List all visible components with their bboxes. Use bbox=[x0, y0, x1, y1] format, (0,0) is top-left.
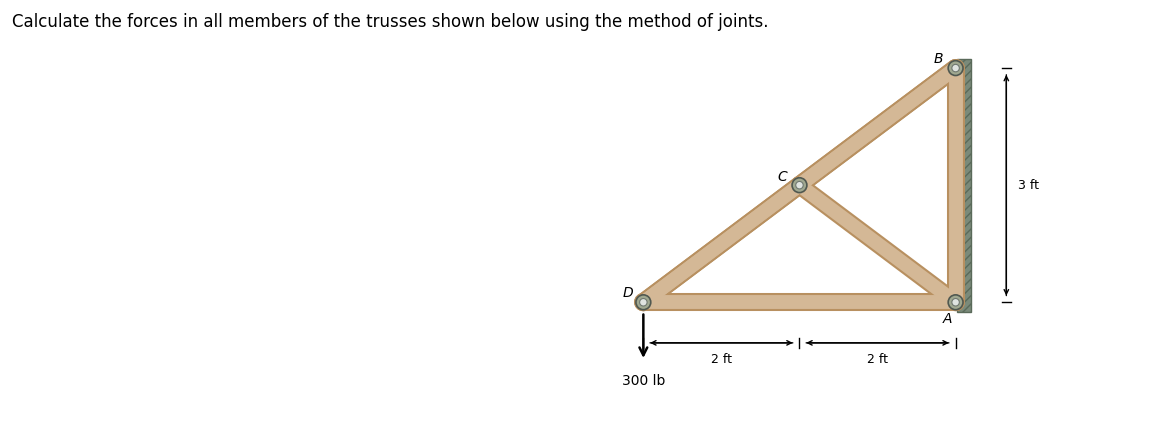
Polygon shape bbox=[956, 298, 957, 307]
Text: 2 ft: 2 ft bbox=[711, 353, 732, 366]
Text: Calculate the forces in all members of the trusses shown below using the method : Calculate the forces in all members of t… bbox=[12, 13, 769, 31]
Circle shape bbox=[952, 298, 959, 306]
Circle shape bbox=[640, 298, 647, 306]
Circle shape bbox=[952, 64, 959, 72]
Text: 300 lb: 300 lb bbox=[621, 374, 665, 388]
Text: 2 ft: 2 ft bbox=[867, 353, 888, 366]
Circle shape bbox=[948, 295, 963, 310]
Polygon shape bbox=[956, 63, 957, 73]
Circle shape bbox=[948, 61, 963, 76]
Circle shape bbox=[796, 181, 804, 189]
Text: D: D bbox=[622, 286, 633, 300]
Circle shape bbox=[792, 178, 807, 193]
Polygon shape bbox=[957, 59, 971, 312]
Text: A: A bbox=[943, 312, 952, 326]
Circle shape bbox=[636, 295, 651, 310]
Text: C: C bbox=[777, 170, 787, 184]
Text: B: B bbox=[934, 52, 943, 66]
Text: 3 ft: 3 ft bbox=[1018, 178, 1039, 192]
